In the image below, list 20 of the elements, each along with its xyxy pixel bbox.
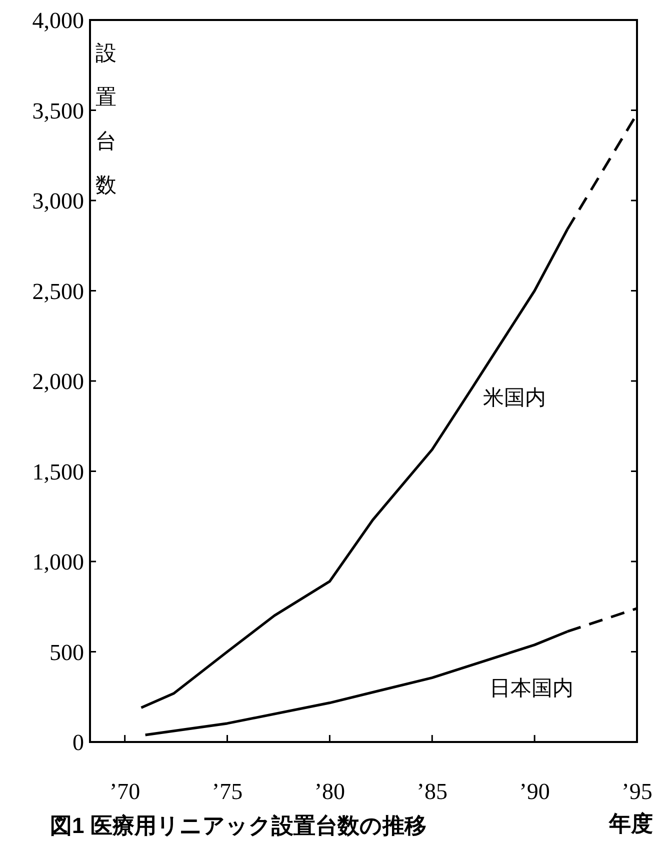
x-tick-label: ’85	[416, 779, 448, 804]
x-axis-title: 年度	[608, 811, 653, 836]
y-tick-label: 1,500	[32, 459, 84, 484]
x-tick-label: ’80	[314, 779, 346, 804]
y-tick-label: 500	[50, 640, 84, 665]
y-tick-label: 3,500	[32, 98, 84, 124]
y-axis-title: 設置台数	[96, 42, 116, 197]
x-tick-label: ’75	[212, 779, 243, 804]
series-label: 日本国内	[490, 676, 574, 700]
x-tick-label: ’70	[109, 779, 140, 804]
x-tick-label: ’90	[519, 779, 550, 804]
y-tick-label: 4,000	[32, 8, 84, 33]
y-tick-label: 3,000	[32, 188, 84, 214]
y-tick-label: 1,000	[32, 550, 84, 574]
series-label: 米国内	[483, 386, 546, 410]
x-tick-label: ’95	[622, 779, 652, 804]
y-tick-label: 2,500	[32, 278, 84, 304]
y-tick-label: 0	[72, 730, 84, 755]
text: 図1 医療用リニアック設置台数の推移	[50, 813, 426, 838]
y-tick-label: 2,000	[32, 369, 84, 394]
